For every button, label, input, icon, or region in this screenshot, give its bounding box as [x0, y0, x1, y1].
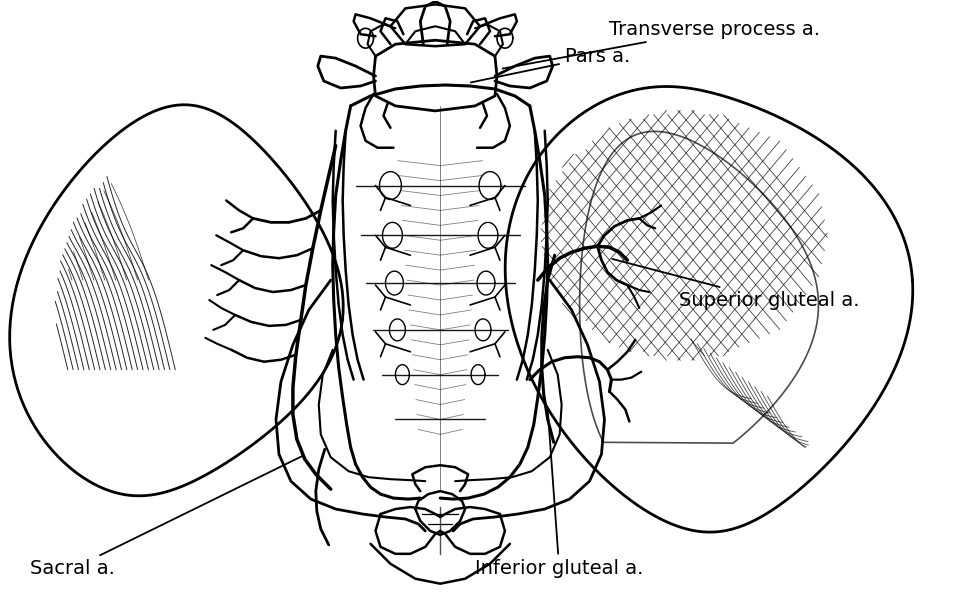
Text: Superior gluteal a.: Superior gluteal a. — [612, 259, 860, 309]
Text: Sacral a.: Sacral a. — [30, 455, 303, 578]
Text: Pars a.: Pars a. — [471, 46, 630, 83]
Text: Transverse process a.: Transverse process a. — [503, 20, 820, 69]
Text: Inferior gluteal a.: Inferior gluteal a. — [475, 412, 644, 578]
